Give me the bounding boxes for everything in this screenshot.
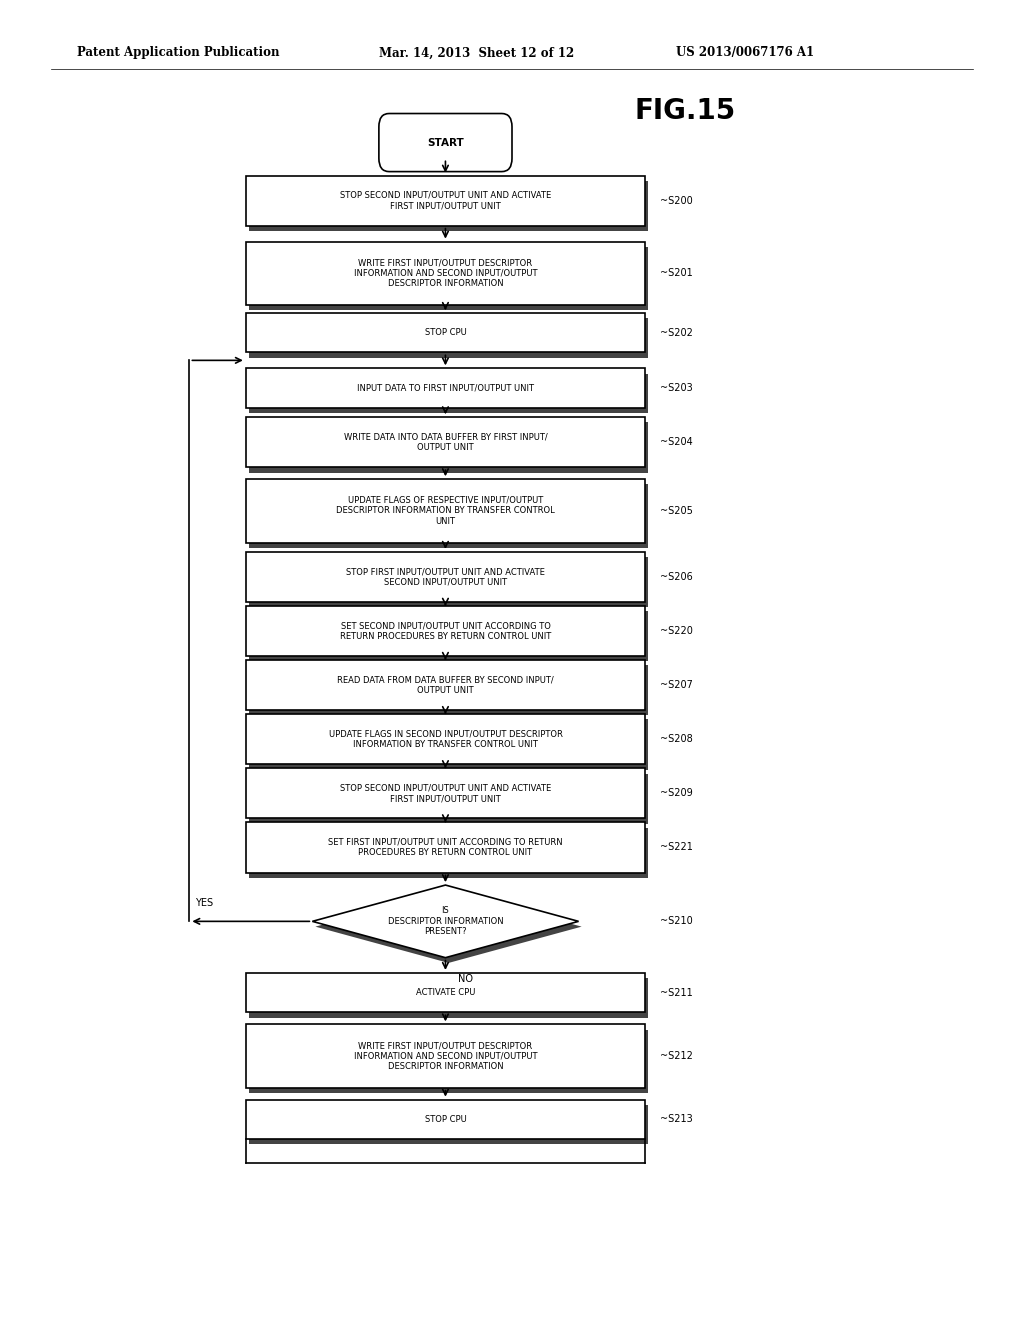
Text: ~S221: ~S221 — [660, 842, 693, 853]
FancyBboxPatch shape — [246, 242, 645, 305]
Text: NO: NO — [459, 974, 473, 983]
FancyBboxPatch shape — [249, 422, 648, 473]
Text: WRITE DATA INTO DATA BUFFER BY FIRST INPUT/
OUTPUT UNIT: WRITE DATA INTO DATA BUFFER BY FIRST INP… — [344, 433, 547, 451]
Text: ~S205: ~S205 — [660, 506, 693, 516]
FancyBboxPatch shape — [249, 611, 648, 661]
Text: ~S220: ~S220 — [660, 626, 693, 636]
FancyBboxPatch shape — [249, 978, 648, 1018]
FancyBboxPatch shape — [246, 1100, 645, 1139]
Polygon shape — [312, 884, 579, 958]
Text: YES: YES — [195, 898, 213, 908]
FancyBboxPatch shape — [246, 973, 645, 1012]
Text: SET FIRST INPUT/OUTPUT UNIT ACCORDING TO RETURN
PROCEDURES BY RETURN CONTROL UNI: SET FIRST INPUT/OUTPUT UNIT ACCORDING TO… — [328, 838, 563, 857]
FancyBboxPatch shape — [249, 484, 648, 548]
Text: ~S213: ~S213 — [660, 1114, 693, 1125]
Text: ~S208: ~S208 — [660, 734, 693, 744]
FancyBboxPatch shape — [249, 828, 648, 878]
Text: ~S206: ~S206 — [660, 572, 693, 582]
FancyBboxPatch shape — [249, 1030, 648, 1093]
FancyBboxPatch shape — [249, 665, 648, 715]
FancyBboxPatch shape — [246, 368, 645, 408]
Text: US 2013/0067176 A1: US 2013/0067176 A1 — [676, 46, 814, 59]
FancyBboxPatch shape — [249, 774, 648, 824]
FancyBboxPatch shape — [249, 247, 648, 310]
FancyBboxPatch shape — [246, 714, 645, 764]
Text: READ DATA FROM DATA BUFFER BY SECOND INPUT/
OUTPUT UNIT: READ DATA FROM DATA BUFFER BY SECOND INP… — [337, 676, 554, 694]
Text: ~S211: ~S211 — [660, 987, 693, 998]
FancyBboxPatch shape — [246, 1024, 645, 1088]
FancyBboxPatch shape — [249, 318, 648, 358]
Text: UPDATE FLAGS OF RESPECTIVE INPUT/OUTPUT
DESCRIPTOR INFORMATION BY TRANSFER CONTR: UPDATE FLAGS OF RESPECTIVE INPUT/OUTPUT … — [336, 496, 555, 525]
Text: ~S209: ~S209 — [660, 788, 693, 799]
Text: ~S207: ~S207 — [660, 680, 693, 690]
FancyBboxPatch shape — [249, 181, 648, 231]
Text: ~S200: ~S200 — [660, 195, 693, 206]
FancyBboxPatch shape — [249, 374, 648, 413]
FancyBboxPatch shape — [379, 114, 512, 172]
Text: WRITE FIRST INPUT/OUTPUT DESCRIPTOR
INFORMATION AND SECOND INPUT/OUTPUT
DESCRIPT: WRITE FIRST INPUT/OUTPUT DESCRIPTOR INFO… — [353, 1041, 538, 1071]
Text: UPDATE FLAGS IN SECOND INPUT/OUTPUT DESCRIPTOR
INFORMATION BY TRANSFER CONTROL U: UPDATE FLAGS IN SECOND INPUT/OUTPUT DESC… — [329, 730, 562, 748]
FancyBboxPatch shape — [246, 176, 645, 226]
Text: FIG.15: FIG.15 — [635, 96, 736, 125]
Text: STOP FIRST INPUT/OUTPUT UNIT AND ACTIVATE
SECOND INPUT/OUTPUT UNIT: STOP FIRST INPUT/OUTPUT UNIT AND ACTIVAT… — [346, 568, 545, 586]
Text: ~S212: ~S212 — [660, 1051, 693, 1061]
Text: IS
DESCRIPTOR INFORMATION
PRESENT?: IS DESCRIPTOR INFORMATION PRESENT? — [388, 907, 503, 936]
Polygon shape — [315, 890, 582, 964]
Text: STOP SECOND INPUT/OUTPUT UNIT AND ACTIVATE
FIRST INPUT/OUTPUT UNIT: STOP SECOND INPUT/OUTPUT UNIT AND ACTIVA… — [340, 191, 551, 210]
Text: SET SECOND INPUT/OUTPUT UNIT ACCORDING TO
RETURN PROCEDURES BY RETURN CONTROL UN: SET SECOND INPUT/OUTPUT UNIT ACCORDING T… — [340, 622, 551, 640]
Text: STOP CPU: STOP CPU — [425, 329, 466, 337]
Text: STOP CPU: STOP CPU — [425, 1115, 466, 1123]
FancyBboxPatch shape — [246, 313, 645, 352]
FancyBboxPatch shape — [249, 719, 648, 770]
Text: ~S202: ~S202 — [660, 327, 693, 338]
Text: ~S210: ~S210 — [660, 916, 693, 927]
FancyBboxPatch shape — [246, 822, 645, 873]
Text: ~S203: ~S203 — [660, 383, 693, 393]
Text: INPUT DATA TO FIRST INPUT/OUTPUT UNIT: INPUT DATA TO FIRST INPUT/OUTPUT UNIT — [357, 384, 534, 392]
FancyBboxPatch shape — [246, 660, 645, 710]
FancyBboxPatch shape — [246, 479, 645, 543]
Text: Patent Application Publication: Patent Application Publication — [77, 46, 280, 59]
FancyBboxPatch shape — [246, 768, 645, 818]
FancyBboxPatch shape — [246, 606, 645, 656]
Text: ~S204: ~S204 — [660, 437, 693, 447]
Text: Mar. 14, 2013  Sheet 12 of 12: Mar. 14, 2013 Sheet 12 of 12 — [379, 46, 574, 59]
Text: ~S201: ~S201 — [660, 268, 693, 279]
Text: STOP SECOND INPUT/OUTPUT UNIT AND ACTIVATE
FIRST INPUT/OUTPUT UNIT: STOP SECOND INPUT/OUTPUT UNIT AND ACTIVA… — [340, 784, 551, 803]
FancyBboxPatch shape — [249, 557, 648, 607]
Text: ACTIVATE CPU: ACTIVATE CPU — [416, 989, 475, 997]
FancyBboxPatch shape — [246, 417, 645, 467]
FancyBboxPatch shape — [249, 1105, 648, 1144]
FancyBboxPatch shape — [246, 552, 645, 602]
Text: START: START — [427, 137, 464, 148]
Text: WRITE FIRST INPUT/OUTPUT DESCRIPTOR
INFORMATION AND SECOND INPUT/OUTPUT
DESCRIPT: WRITE FIRST INPUT/OUTPUT DESCRIPTOR INFO… — [353, 259, 538, 288]
